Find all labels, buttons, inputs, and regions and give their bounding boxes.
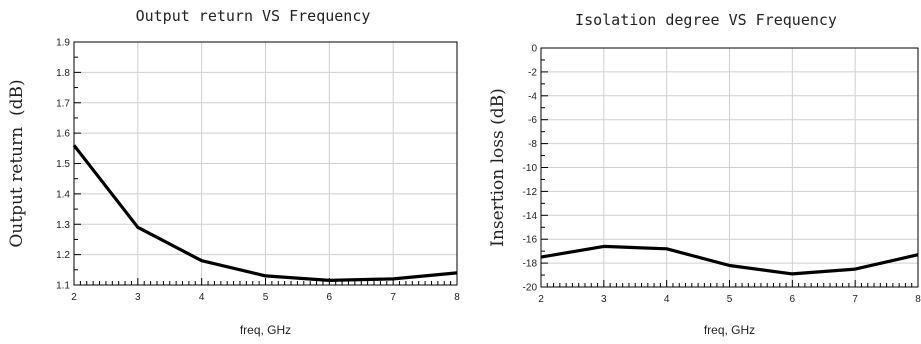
x-axis-label: freq, GHz: [240, 323, 291, 337]
y-tick-label: -4: [528, 91, 537, 102]
y-tick-label: 0: [531, 44, 537, 55]
x-tick-label: 5: [727, 294, 733, 305]
x-tick-label: 6: [790, 294, 796, 305]
x-tick-label: 7: [852, 294, 858, 305]
plot-frame: [73, 41, 458, 286]
x-axis-label: freq, GHz: [704, 323, 755, 337]
x-tick-label: 2: [538, 294, 544, 305]
x-tick-label: 4: [664, 294, 670, 305]
series-line: [540, 244, 919, 276]
chart-title: Output return VS Frequency: [136, 7, 371, 25]
y-tick-label: 1.7: [56, 98, 70, 109]
y-tick-label: 1.4: [56, 189, 70, 200]
y-tick-label: 1.8: [56, 68, 70, 79]
x-tick-label: 3: [601, 294, 607, 305]
series-line: [72, 144, 458, 282]
y-tick-label: -12: [523, 187, 538, 198]
y-tick-label: -6: [528, 115, 537, 126]
x-tick-label: 8: [454, 292, 460, 303]
y-tick-label: -8: [528, 139, 537, 150]
y-tick-label: -16: [523, 235, 538, 246]
y-tick-label: -18: [523, 259, 538, 270]
x-tick-label: 3: [135, 292, 141, 303]
y-axis-label: Insertion loss (dB): [488, 88, 508, 247]
x-tick-label: 8: [915, 294, 921, 305]
chart-1: 2 3 4 5 6 7 8 1.1 1.2 1.3 1.4 1.5 1.6 1.7 1.8 1.9 Output…: [7, 7, 460, 337]
y-tick-label: -14: [523, 211, 538, 222]
x-tick-label: 7: [390, 292, 396, 303]
chart-title: Isolation degree VS Frequency: [575, 11, 837, 29]
y-tick-label: 1.1: [56, 281, 70, 292]
y-tick-label: 1.9: [56, 38, 70, 49]
y-tick-label: -10: [523, 163, 538, 174]
x-tick-label: 5: [263, 292, 269, 303]
x-tick-label: 4: [199, 292, 205, 303]
y-tick-label: -20: [523, 283, 538, 294]
y-axis-label: Output return (dB): [7, 79, 27, 247]
y-tick-label: 1.3: [56, 220, 70, 231]
y-tick-label: 1.2: [56, 250, 70, 261]
x-tick-label: 2: [71, 292, 77, 303]
chart-2: 2 3 4 5 6 7 8-20-18-16-14-12-10-8-6-4-20Isolat…: [488, 11, 921, 337]
y-tick-label: -2: [528, 67, 537, 78]
y-tick-label: 1.5: [56, 159, 70, 170]
y-tick-label: 1.6: [56, 129, 70, 140]
x-tick-label: 6: [327, 292, 333, 303]
plot-frame: [540, 47, 919, 288]
